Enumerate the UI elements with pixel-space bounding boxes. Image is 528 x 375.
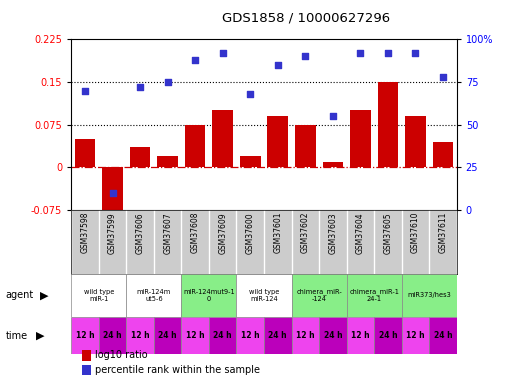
Text: miR373/hes3: miR373/hes3 — [407, 292, 451, 298]
Text: chimera_miR-1
24-1: chimera_miR-1 24-1 — [349, 288, 399, 302]
Bar — [71, 274, 126, 317]
Bar — [157, 156, 178, 167]
Point — [274, 62, 282, 68]
Point — [108, 190, 117, 196]
Text: chimera_miR-
-124: chimera_miR- -124 — [296, 288, 342, 302]
Bar — [126, 274, 182, 317]
Bar — [99, 317, 126, 354]
Text: 12 h: 12 h — [76, 331, 95, 340]
Text: miR-124m
ut5-6: miR-124m ut5-6 — [137, 289, 171, 302]
Point — [439, 74, 447, 80]
Text: GSM37598: GSM37598 — [81, 212, 90, 254]
Bar — [350, 111, 371, 167]
Text: GDS1858 / 10000627296: GDS1858 / 10000627296 — [222, 11, 390, 24]
Bar — [291, 274, 346, 317]
Text: 24 h: 24 h — [379, 331, 397, 340]
Bar — [240, 156, 260, 167]
Point — [384, 50, 392, 56]
Text: 12 h: 12 h — [131, 331, 149, 340]
Bar — [71, 317, 99, 354]
Bar — [295, 124, 316, 167]
Text: GSM37599: GSM37599 — [108, 212, 117, 254]
Point — [246, 91, 254, 97]
Point — [81, 88, 89, 94]
Bar — [402, 274, 457, 317]
Point — [356, 50, 364, 56]
Point — [301, 54, 309, 60]
Bar — [323, 162, 343, 167]
Text: 12 h: 12 h — [186, 331, 204, 340]
Bar — [319, 317, 346, 354]
Bar — [378, 82, 398, 167]
Point — [328, 113, 337, 119]
Text: ▶: ▶ — [36, 331, 44, 340]
Text: 12 h: 12 h — [406, 331, 425, 340]
Text: 12 h: 12 h — [296, 331, 315, 340]
Bar — [237, 317, 264, 354]
Text: wild type
miR-1: wild type miR-1 — [83, 289, 114, 302]
Text: GSM37604: GSM37604 — [356, 212, 365, 254]
Text: 24 h: 24 h — [324, 331, 342, 340]
Bar — [182, 274, 237, 317]
Text: GSM37609: GSM37609 — [218, 212, 227, 254]
Point — [191, 57, 200, 63]
Text: 12 h: 12 h — [241, 331, 260, 340]
Text: GSM37605: GSM37605 — [383, 212, 392, 254]
Bar — [291, 317, 319, 354]
Point — [136, 84, 144, 90]
Bar — [130, 147, 150, 167]
Text: 24 h: 24 h — [213, 331, 232, 340]
Point — [219, 50, 227, 56]
Text: GSM37602: GSM37602 — [301, 212, 310, 254]
Bar — [268, 116, 288, 167]
Bar — [405, 116, 426, 167]
Bar — [346, 274, 402, 317]
Bar — [212, 111, 233, 167]
Text: 24 h: 24 h — [158, 331, 177, 340]
Bar — [154, 317, 182, 354]
Text: GSM37607: GSM37607 — [163, 212, 172, 254]
Text: time: time — [5, 331, 27, 340]
Text: GSM37606: GSM37606 — [136, 212, 145, 254]
Text: percentile rank within the sample: percentile rank within the sample — [95, 365, 260, 375]
Text: 24 h: 24 h — [103, 331, 122, 340]
Bar — [182, 317, 209, 354]
Bar — [102, 167, 123, 227]
Text: agent: agent — [5, 290, 34, 300]
Bar — [126, 317, 154, 354]
Bar — [209, 317, 237, 354]
Text: ▶: ▶ — [40, 290, 48, 300]
Point — [411, 50, 420, 56]
Bar — [432, 142, 453, 167]
Text: 12 h: 12 h — [351, 331, 370, 340]
Text: GSM37611: GSM37611 — [438, 212, 447, 253]
Bar — [374, 317, 402, 354]
Text: GSM37600: GSM37600 — [246, 212, 254, 254]
Text: wild type
miR-124: wild type miR-124 — [249, 289, 279, 302]
Text: GSM37610: GSM37610 — [411, 212, 420, 254]
Text: 24 h: 24 h — [433, 331, 452, 340]
Text: log10 ratio: log10 ratio — [95, 351, 148, 360]
Bar — [185, 124, 205, 167]
Bar — [264, 317, 291, 354]
Point — [164, 79, 172, 85]
Bar — [237, 274, 291, 317]
Text: GSM37608: GSM37608 — [191, 212, 200, 254]
Text: GSM37603: GSM37603 — [328, 212, 337, 254]
Bar — [75, 139, 96, 167]
Text: miR-124mut9-1
0: miR-124mut9-1 0 — [183, 289, 235, 302]
Bar — [429, 317, 457, 354]
Text: GSM37601: GSM37601 — [274, 212, 282, 254]
Bar — [346, 317, 374, 354]
Bar — [402, 317, 429, 354]
Text: 24 h: 24 h — [268, 331, 287, 340]
